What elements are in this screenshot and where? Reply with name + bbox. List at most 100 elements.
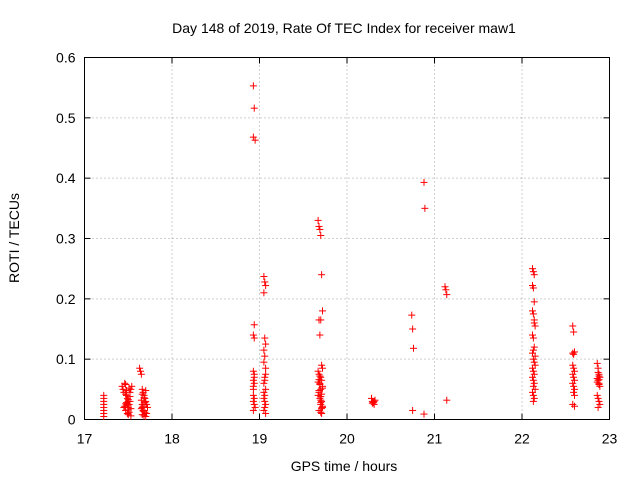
data-point	[529, 367, 537, 375]
data-point	[594, 368, 602, 376]
x-tick-label: 17	[77, 431, 93, 447]
data-point	[317, 385, 325, 393]
x-tick-label: 20	[339, 431, 355, 447]
data-point	[530, 358, 538, 366]
data-point	[443, 396, 451, 404]
data-point	[319, 307, 326, 315]
data-point	[593, 391, 601, 399]
data-point	[262, 340, 270, 348]
data-point	[570, 350, 578, 358]
data-point	[421, 204, 429, 212]
data-point	[570, 382, 578, 390]
data-point	[249, 331, 257, 339]
data-point	[569, 361, 577, 369]
data-point	[420, 178, 428, 186]
data-point	[530, 370, 538, 378]
data-point	[569, 379, 577, 387]
data-point	[369, 399, 377, 407]
y-tick-label: 0.4	[56, 170, 76, 186]
data-point	[530, 271, 538, 279]
data-point	[261, 403, 269, 411]
data-point	[249, 406, 257, 414]
data-point	[262, 385, 270, 393]
data-point	[570, 328, 578, 336]
data-point	[529, 310, 537, 318]
data-point	[529, 376, 537, 384]
data-point	[530, 394, 538, 402]
data-point	[261, 376, 269, 384]
data-point	[122, 390, 130, 398]
data-point	[318, 390, 326, 398]
data-point	[595, 376, 603, 384]
data-point	[569, 370, 577, 378]
data-point	[127, 412, 135, 420]
data-point	[124, 406, 132, 414]
data-point	[315, 222, 323, 230]
data-point	[318, 397, 326, 405]
data-point	[316, 225, 324, 233]
data-point	[261, 278, 269, 286]
data-point	[139, 407, 147, 415]
data-point	[315, 376, 323, 384]
data-point	[261, 391, 269, 399]
data-point	[370, 397, 378, 405]
x-tick-label: 19	[252, 431, 268, 447]
x-axis-label: GPS time / hours	[291, 458, 398, 474]
data-point	[318, 361, 326, 369]
data-point	[443, 291, 451, 299]
data-point	[530, 379, 538, 387]
data-point	[314, 367, 322, 375]
data-point	[262, 409, 270, 417]
data-point	[127, 385, 135, 393]
data-point	[249, 391, 257, 399]
data-point	[250, 400, 258, 408]
data-point	[249, 397, 257, 405]
data-point	[250, 379, 258, 387]
data-point	[249, 367, 257, 375]
data-point	[530, 298, 538, 306]
data-point	[529, 391, 537, 399]
data-point	[260, 346, 268, 354]
data-point	[262, 282, 270, 290]
data-point	[260, 379, 268, 387]
data-point	[138, 390, 146, 398]
data-point	[529, 373, 536, 381]
data-point	[409, 406, 417, 414]
data-point	[529, 397, 537, 405]
data-point	[260, 273, 268, 281]
chart-title: Day 148 of 2019, Rate Of TEC Index for r…	[172, 20, 516, 36]
data-point	[317, 316, 325, 324]
x-tick-label: 18	[164, 431, 180, 447]
data-point	[319, 364, 326, 372]
data-point	[571, 385, 578, 393]
x-tick-label: 21	[427, 431, 443, 447]
data-point	[529, 364, 536, 372]
data-point	[121, 379, 129, 387]
data-point	[124, 397, 132, 405]
data-point	[249, 82, 257, 90]
data-point	[137, 370, 145, 378]
data-point	[531, 352, 539, 360]
data-point	[529, 307, 536, 315]
data-point	[593, 359, 601, 367]
data-point	[100, 412, 108, 420]
x-tick-labels: 17 18 19 20 21 22 23	[77, 431, 618, 447]
data-point	[140, 412, 148, 420]
x-tick-label: 23	[602, 431, 618, 447]
data-point	[410, 344, 417, 352]
data-point	[260, 358, 268, 366]
data-point	[314, 216, 322, 224]
data-point	[570, 364, 578, 372]
data-point	[251, 403, 259, 411]
data-point	[249, 376, 257, 384]
y-tick-label: 0.1	[56, 351, 76, 367]
data-point	[529, 382, 537, 390]
data-point	[250, 373, 258, 381]
data-point	[596, 382, 604, 390]
data-point	[571, 391, 578, 399]
y-tick-label: 0.2	[56, 291, 76, 307]
data-point	[262, 370, 270, 378]
data-point	[138, 411, 146, 419]
data-point	[250, 334, 258, 342]
data-point	[251, 136, 259, 144]
